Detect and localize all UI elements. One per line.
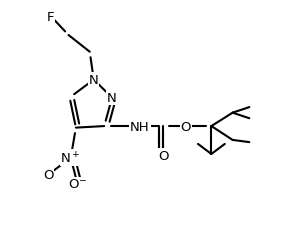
Text: F: F <box>47 11 54 23</box>
Text: O: O <box>43 168 54 181</box>
Text: NH: NH <box>130 120 150 133</box>
Text: O: O <box>181 120 191 133</box>
Text: N: N <box>89 74 99 87</box>
Text: O$^{-}$: O$^{-}$ <box>68 178 87 191</box>
Text: N$^+$: N$^+$ <box>61 151 81 166</box>
Text: N: N <box>107 92 117 105</box>
Text: O: O <box>158 149 169 162</box>
